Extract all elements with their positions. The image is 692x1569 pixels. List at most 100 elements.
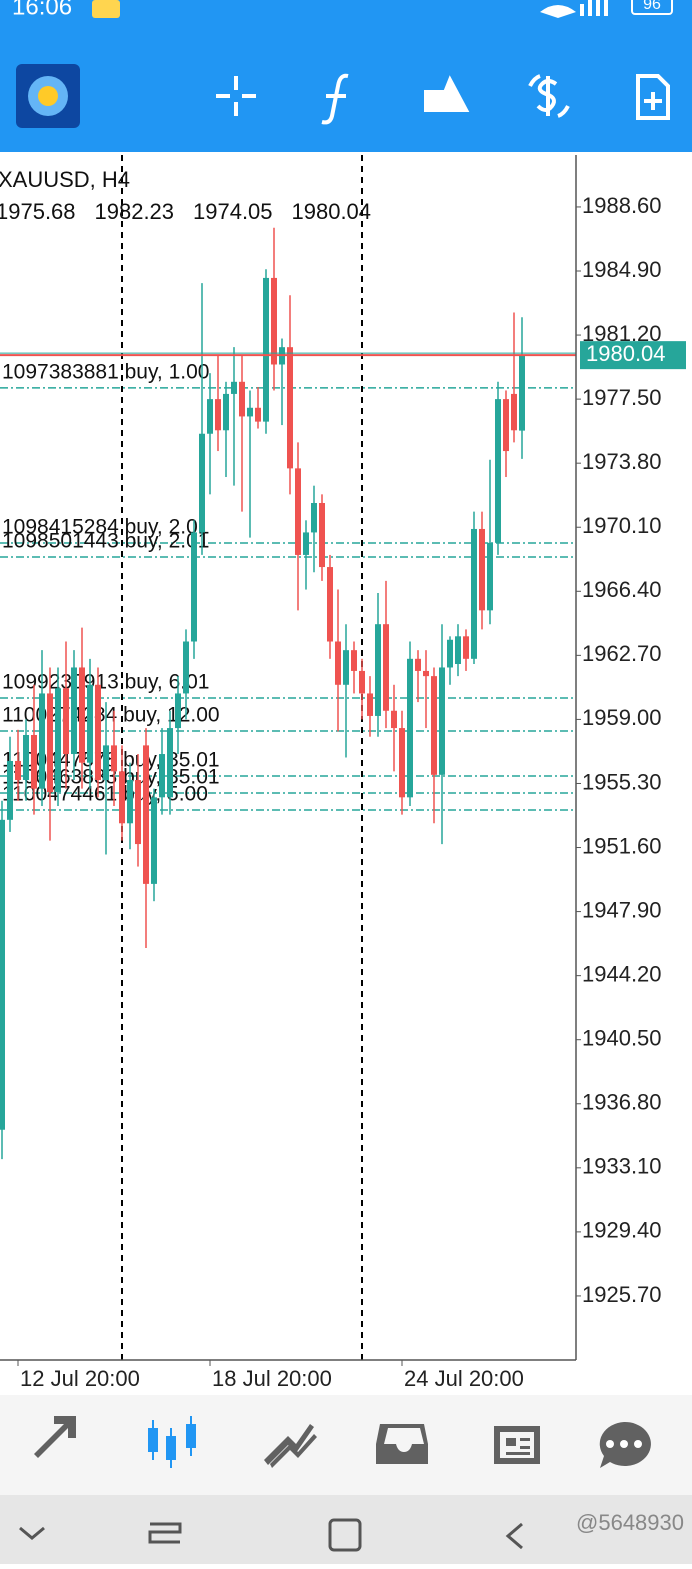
candle-body [399,728,405,798]
candle-body [439,667,445,775]
y-tick-label: 1947.90 [582,897,662,922]
app-logo[interactable] [16,64,80,128]
system-buttons[interactable] [19,1518,523,1552]
candle-body [423,670,429,677]
order-label: 1097383881 buy, 1.00 [2,360,209,383]
chart: 1097383881 buy, 1.00 1098415284 buy, 2.01… [0,155,686,1391]
candle-body [351,650,357,671]
order-label: 1098501443 buy, 2.01 [2,530,209,553]
x-tick-label: 12 Jul 20:00 [20,1366,140,1391]
ohlc-open: 1975.68 [0,199,76,224]
order-label: 1098415284 buy, 2.01 [2,516,209,539]
y-tick-label: 1936.80 [582,1090,662,1115]
ohlc-high: 1982.23 [95,199,175,224]
y-tick-label: 1940.50 [582,1026,662,1051]
status-time: 16:06 [12,0,72,20]
watermark: @5648930 [576,1510,684,1535]
y-tick-label: 1959.00 [582,705,662,730]
y-tick-label: 1951.60 [582,833,662,858]
candle-body [463,636,469,659]
candle-body [111,745,117,772]
y-tick-label: 1944.20 [582,961,662,986]
candle-body [327,567,333,642]
candle-body [295,468,301,555]
candle-body [263,277,269,422]
candle-body [183,641,189,694]
candle-body [311,502,317,533]
candle-body [239,381,245,417]
price-tag-label: 1980.04 [586,341,666,366]
candle-body [223,393,229,431]
candle-body [343,650,349,685]
candle-body [31,734,37,789]
bottom-nav [0,1395,692,1495]
candle-body [63,688,69,755]
candle-body [303,532,309,555]
candle-body [71,667,77,755]
y-tick-label: 1970.10 [582,513,662,538]
y-tick-label: 1984.90 [582,257,662,282]
candle-body [447,639,453,668]
candle-body [199,433,205,533]
candle-body [471,528,477,659]
ohlc-low: 1974.05 [193,199,273,224]
y-tick-label: 1973.80 [582,449,662,474]
symbol-title: XAUUSD, H4 [0,167,130,192]
order-label: 1099230913 buy, 6.01 [2,670,209,693]
candle-body [0,819,5,1130]
candle-body [487,542,493,611]
candle-body [79,667,85,763]
candle-body [15,760,21,781]
candle-body [39,693,45,789]
candle-body [367,693,373,716]
y-tick-label: 1933.10 [582,1154,662,1179]
candle-body [503,399,509,452]
candle-body [231,381,237,394]
candle-body [119,771,125,824]
candle-body [455,636,461,665]
candle-body [127,780,133,824]
y-tick-label: 1929.40 [582,1218,662,1243]
candle-body [511,393,517,431]
y-tick-label: 1977.50 [582,385,662,410]
y-tick-label: 1955.30 [582,769,662,794]
candle-body [271,277,277,365]
candle-body [159,754,165,798]
candle-body [191,532,197,642]
signal-icons [540,0,608,18]
x-tick-label: 18 Jul 20:00 [212,1366,332,1391]
candle-body [383,624,389,711]
battery [631,0,673,15]
candle-body [23,734,29,781]
candle-body [55,688,61,793]
battery-level: 96 [643,0,661,13]
y-tick-label: 1988.60 [582,193,662,218]
candle-body [87,684,93,763]
candle-body [287,347,293,469]
candle-body [143,745,149,884]
candle-body [479,528,485,611]
y-tick-label: 1962.70 [582,641,662,666]
system-nav [0,1495,692,1564]
candle-body [359,670,365,694]
candle-body [519,355,525,431]
candle-body [47,693,53,793]
candle-body [175,693,181,729]
toolbar-icons[interactable] [216,73,670,125]
price-tag [580,341,686,370]
plot: 1097383881 buy, 1.00 1098415284 buy, 2.01… [0,155,576,1360]
candle-body [391,710,397,729]
candle-body [431,676,437,775]
candle-body [255,407,261,422]
ohlc-close: 1980.04 [292,199,372,224]
candle-body [103,745,109,781]
status-icon [92,0,120,18]
candle-body [7,760,13,820]
candle-body [135,780,141,845]
candle-body [407,658,413,798]
candle-body [215,399,221,431]
y-tick-label: 1966.40 [582,577,662,602]
nav-icons[interactable] [34,1416,651,1468]
candle-body [335,641,341,685]
